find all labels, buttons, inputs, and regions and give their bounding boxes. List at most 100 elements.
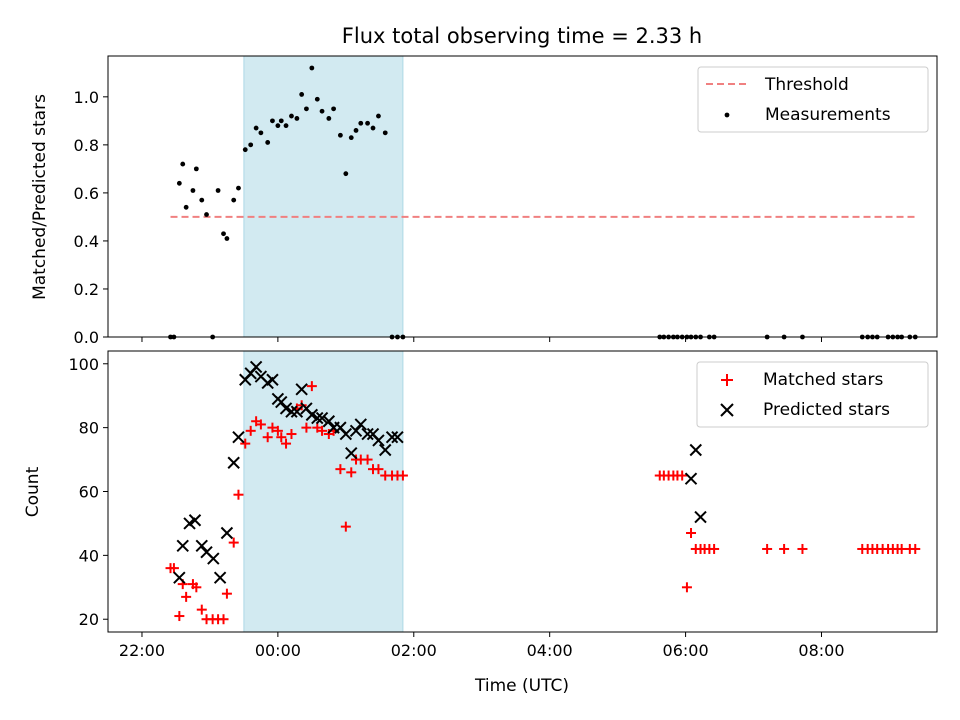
matched-star-point xyxy=(272,425,283,436)
ratio-y-axis-label: Matched/Predicted stars xyxy=(30,94,50,300)
legend-measurements-label: Measurements xyxy=(765,105,891,125)
measurement-point xyxy=(299,92,305,97)
y-tick-label: 80 xyxy=(79,419,99,438)
chart-title: Flux total observing time = 2.33 h xyxy=(342,24,702,48)
matched-star-point xyxy=(306,381,317,392)
measurement-point xyxy=(278,118,284,124)
measurement-point xyxy=(314,96,320,102)
predicted-star-point xyxy=(694,510,707,524)
ratio-legend-box xyxy=(697,66,929,133)
matched-star-point xyxy=(255,419,266,430)
predicted-star-point xyxy=(391,431,404,444)
count-legend-box xyxy=(696,361,929,428)
matched-star-point xyxy=(362,454,373,465)
predicted-star-point xyxy=(361,427,374,441)
matched-star-point xyxy=(797,543,808,554)
predicted-star-point xyxy=(285,405,298,418)
measurement-point xyxy=(204,212,209,217)
predicted-star-point xyxy=(315,411,329,425)
observing-window-span xyxy=(243,55,404,338)
matched-star-point xyxy=(262,432,273,443)
ratio-legend: Threshold Measurements xyxy=(697,66,929,133)
measurement-point xyxy=(337,132,343,138)
legend-measurements-swatch xyxy=(724,112,730,118)
matched-star-point xyxy=(233,489,244,500)
measurement-point xyxy=(236,185,241,191)
predicted-star-point xyxy=(345,446,358,460)
measurement-point xyxy=(270,118,275,124)
count-plot-frame xyxy=(107,350,938,633)
predicted-star-point xyxy=(249,360,263,374)
predicted-star-point xyxy=(311,411,324,425)
y-tick-label: 20 xyxy=(79,610,99,629)
ratio-ticks: 0.0 0.2 0.4 0.6 0.8 1.0 xyxy=(74,88,822,347)
x-tick-label: 22:00 xyxy=(119,641,165,660)
matched-star-point xyxy=(267,422,278,433)
matched-star-point xyxy=(910,543,921,554)
x-axis-label: Time (UTC) xyxy=(474,676,569,696)
y-tick-label: 1.0 xyxy=(74,88,99,107)
measurement-point xyxy=(258,130,264,136)
predicted-star-point xyxy=(232,431,245,444)
matched-star-point xyxy=(335,464,346,475)
measurement-point xyxy=(199,197,205,203)
measurement-point xyxy=(370,125,376,131)
measurement-point xyxy=(348,135,354,141)
count-legend: Matched stars Predicted stars xyxy=(696,361,929,428)
predicted-star-point xyxy=(207,552,220,565)
matched-star-point xyxy=(686,528,697,539)
matched-star-point xyxy=(228,537,239,548)
predicted-star-point xyxy=(173,571,186,584)
x-tick-label: 06:00 xyxy=(663,641,709,660)
measurement-point xyxy=(382,130,388,136)
matched-star-point xyxy=(373,464,384,475)
predicted-star-point xyxy=(349,424,363,438)
measurement-point xyxy=(183,204,189,210)
matched-star-point xyxy=(317,425,328,436)
predicted-star-point xyxy=(689,443,702,457)
x-tick-label: 02:00 xyxy=(391,641,437,660)
measurement-point xyxy=(231,197,237,203)
predicted-star-point xyxy=(266,373,279,386)
measurement-point xyxy=(248,142,254,148)
count-points xyxy=(165,360,921,625)
x-tick-label: 00:00 xyxy=(255,641,301,660)
matched-star-point xyxy=(240,438,251,449)
matched-star-point xyxy=(296,400,307,411)
count-y-axis-label: Count xyxy=(23,466,43,517)
measurement-point xyxy=(365,120,370,126)
matched-star-point xyxy=(196,604,207,615)
predicted-star-point xyxy=(227,456,240,469)
measurement-point xyxy=(289,113,294,119)
measurement-point xyxy=(180,161,186,167)
matched-star-point xyxy=(677,470,688,481)
predicted-star-point xyxy=(295,383,308,396)
predicted-star-point xyxy=(188,514,202,527)
matched-star-point xyxy=(221,588,232,599)
measurement-point xyxy=(326,116,332,121)
predicted-star-point xyxy=(275,395,288,409)
predicted-star-point xyxy=(354,418,367,431)
ratio-panel: 0.0 0.2 0.4 0.6 0.8 1.0 Matched/Predicted sta… xyxy=(30,55,938,347)
predicted-star-point xyxy=(213,571,227,584)
matched-star-point xyxy=(286,429,297,440)
predicted-star-point xyxy=(176,539,189,552)
measurement-point xyxy=(275,123,281,129)
measurement-point xyxy=(176,180,182,186)
measurement-point xyxy=(253,125,259,131)
matched-star-point xyxy=(397,470,408,481)
y-tick-label: 100 xyxy=(68,355,99,374)
measurement-point xyxy=(331,106,336,112)
count-panel: 20 40 60 80 100 22:00 00:00 02:00 04:00 06:00 08:0… xyxy=(23,350,938,696)
measurement-point xyxy=(265,140,271,145)
y-tick-label: 40 xyxy=(79,546,99,565)
count-shaded-span xyxy=(243,350,404,633)
matched-star-point xyxy=(191,582,202,593)
ratio-plot-frame xyxy=(107,55,938,338)
matched-star-point xyxy=(174,611,185,622)
measurement-point xyxy=(358,120,364,126)
matched-star-point xyxy=(779,543,790,554)
legend-threshold-label: Threshold xyxy=(764,75,849,95)
predicted-star-point xyxy=(379,443,392,457)
